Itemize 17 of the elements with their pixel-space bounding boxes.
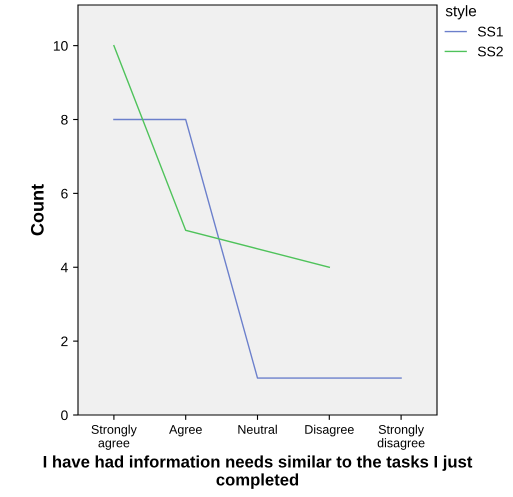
y-tick-label: 4 <box>60 262 68 272</box>
legend-title: style <box>446 5 476 20</box>
x-tick-label: Agree <box>169 425 202 436</box>
y-tick-label: 6 <box>61 188 68 199</box>
y-tick-label: 0 <box>61 410 68 420</box>
x-tick-label: Neutral <box>238 424 277 434</box>
legend-label: SS1 <box>478 26 503 37</box>
x-tick-label: Strongly disagree <box>378 424 425 450</box>
x-tick-label: Disagree <box>305 424 354 436</box>
y-tick-label: 10 <box>54 40 68 51</box>
x-tick-label: Strongly agree <box>92 424 137 450</box>
y-axis-title: Count <box>30 184 44 236</box>
line-series <box>113 44 330 268</box>
x-axis-title: I have had information needs similar to the tasks I just completed <box>44 455 472 489</box>
legend-label: SS2 <box>478 46 503 56</box>
y-tick-label: 8 <box>61 114 68 125</box>
y-tick-label: 2 <box>61 336 68 346</box>
